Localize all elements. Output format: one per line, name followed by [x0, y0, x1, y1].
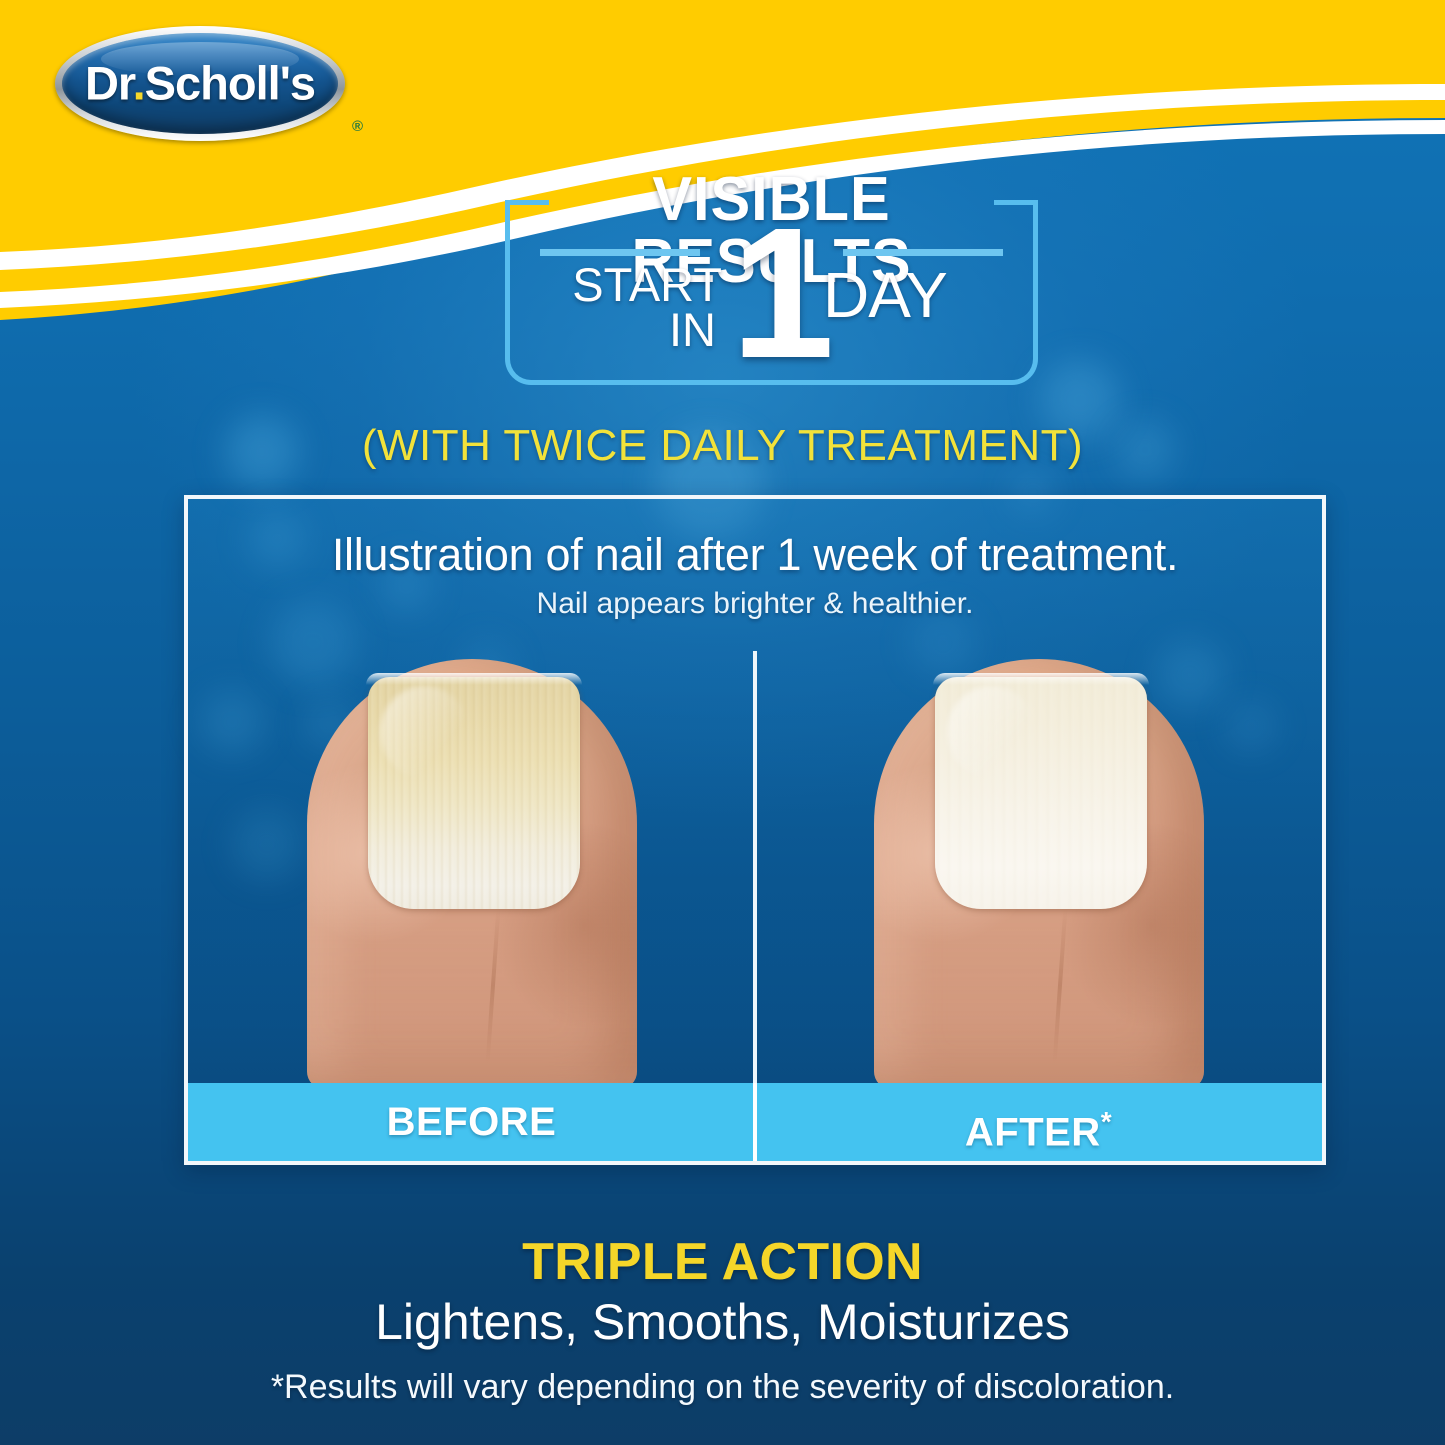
after-label-text: AFTER	[964, 1110, 1101, 1155]
panel-divider	[753, 651, 757, 1091]
nail-gloss	[380, 686, 470, 780]
bokeh-circle	[248, 510, 306, 568]
label-bar-divider	[753, 1083, 757, 1161]
badge-body: START IN 1 DAY	[505, 201, 1038, 387]
bokeh-circle	[655, 430, 765, 540]
badge-start-in: START IN	[547, 261, 722, 356]
logo-wordmark: Dr.Scholl's	[55, 55, 345, 110]
nail-clear	[932, 673, 1149, 909]
brand-header: Dr.Scholl's ®	[0, 0, 1445, 320]
logo-dot: .	[132, 55, 146, 109]
badge-in-label: IN	[669, 302, 716, 356]
bokeh-circle	[380, 560, 432, 612]
nail-discolored	[365, 673, 582, 909]
logo-face	[62, 33, 338, 134]
bokeh-circle	[232, 810, 302, 880]
nail-cuticle	[932, 673, 1149, 685]
logo-text-dr: Dr	[84, 55, 134, 109]
before-image	[188, 649, 755, 1089]
badge-rule-left	[540, 249, 700, 256]
bokeh-circle	[270, 600, 356, 686]
panel-subheadline: Nail appears brighter & healthier.	[536, 587, 974, 620]
footer-disclaimer: *Results will vary depending on the seve…	[270, 1368, 1175, 1406]
bokeh-circle	[1155, 640, 1225, 710]
panel-headline: Illustration of nail after 1 week of tre…	[331, 529, 1179, 580]
bokeh-circle	[1040, 360, 1120, 440]
bokeh-circle	[1010, 470, 1056, 516]
badge-rule-right	[843, 249, 1003, 256]
badge-unit: DAY	[823, 259, 948, 331]
logo-shine	[100, 42, 300, 77]
badge-start-label: START	[572, 258, 722, 311]
bokeh-circle	[200, 690, 264, 754]
label-bar: BEFORE AFTER*	[188, 1083, 1322, 1161]
treatment-subtitle: (WITH TWICE DAILY TREATMENT)	[361, 421, 1084, 470]
bokeh-circle	[1115, 420, 1175, 480]
bokeh-circle	[1225, 700, 1277, 752]
after-image	[755, 649, 1322, 1089]
badge-bracket-frame	[505, 200, 1038, 385]
after-label: AFTER*	[755, 1083, 1322, 1161]
logo-text-scholls: Scholl's	[144, 55, 316, 109]
bokeh-circle	[910, 610, 976, 676]
registered-trademark-icon: ®	[351, 118, 363, 135]
before-after-panel: Illustration of nail after 1 week of tre…	[184, 495, 1326, 1165]
visible-results-badge: VISIBLE RESULTS START IN 1 DAY	[505, 169, 1038, 387]
before-label: BEFORE	[386, 1100, 557, 1144]
nail-cuticle	[365, 673, 582, 685]
toe-illustration	[306, 659, 637, 1089]
bokeh-circle	[225, 415, 299, 489]
badge-title: VISIBLE RESULTS	[631, 165, 912, 296]
nail-gloss	[947, 686, 1037, 780]
brand-logo: Dr.Scholl's ®	[55, 26, 363, 141]
after-label-asterisk: *	[1100, 1106, 1113, 1137]
footer-title: TRIPLE ACTION	[522, 1233, 923, 1291]
toe-illustration	[873, 659, 1204, 1089]
footer-benefits: Lightens, Smooths, Moisturizes	[375, 1294, 1070, 1350]
badge-number: 1	[731, 190, 835, 397]
